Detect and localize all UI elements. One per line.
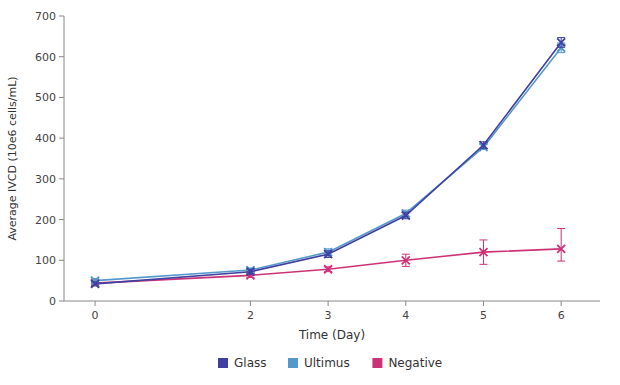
series-line [95,42,561,283]
y-tick-label: 600 [35,51,56,64]
chart: 0 100 200 300 400 500 600 700 0 2 3 4 5 6 Time (Day) Av… [0,0,620,385]
legend-label: Glass [234,356,267,370]
legend: Glass Ultimus Negative [218,356,442,370]
error-stem [561,229,562,262]
y-tick-label: 100 [35,254,56,267]
x-axis-line [64,301,600,302]
x-tick-label: 2 [247,309,254,322]
y-tick-label: 0 [49,295,56,308]
x-axis-label: Time (Day) [298,328,365,342]
y-axis-line [64,16,65,301]
error-bar [479,142,487,149]
error-cap-high [557,228,565,229]
y-tick-label: 400 [35,132,56,145]
x-tick [250,301,251,306]
legend-swatch [218,358,228,368]
error-cap-low [557,47,565,48]
error-cap-low [557,261,565,262]
y-tick [59,178,64,179]
y-tick [59,301,64,302]
point-marker [246,268,254,276]
y-tick [59,219,64,220]
legend-swatch [372,358,382,368]
y-tick-label: 700 [35,10,56,23]
point-marker [479,248,487,256]
point-marker [557,38,565,46]
x-tick [405,301,406,306]
x-tick [95,301,96,306]
point-marker [324,265,332,273]
series-line [95,48,561,281]
error-cap-low [402,266,410,267]
y-tick-label: 200 [35,214,56,227]
y-axis-label: Average IVCD (10e6 cells/mL) [6,76,19,240]
legend-swatch [288,358,298,368]
point-marker [479,141,487,149]
x-tick-label: 5 [480,309,487,322]
x-tick [483,301,484,306]
x-tick-label: 6 [558,309,565,322]
legend-label: Negative [388,356,442,370]
point-marker [402,212,410,220]
y-tick [59,97,64,98]
x-tick-label: 0 [92,309,99,322]
series-1 [91,43,565,285]
point-marker [91,280,99,288]
y-tick-label: 300 [35,173,56,186]
error-bar [402,254,410,266]
error-cap-low [479,264,487,265]
point-marker [557,245,565,253]
y-tick [59,138,64,139]
error-cap-high [479,239,487,240]
point-marker [402,256,410,264]
series-0 [91,38,565,288]
error-bar [402,212,410,219]
point-marker [324,250,332,258]
error-cap-low [557,52,565,53]
x-tick [561,301,562,306]
y-tick [59,260,64,261]
error-bar [324,251,332,258]
y-tick-label: 500 [35,91,56,104]
y-tick [59,16,64,17]
error-bar [557,38,565,48]
x-tick-label: 4 [402,309,409,322]
error-bar [557,229,565,262]
plot-area [91,38,565,288]
error-cap-high [557,37,565,38]
error-cap-high [402,254,410,255]
legend-label: Ultimus [304,356,350,370]
y-tick [59,56,64,57]
x-tick-label: 3 [325,309,332,322]
error-bar [479,240,487,264]
x-tick [328,301,329,306]
